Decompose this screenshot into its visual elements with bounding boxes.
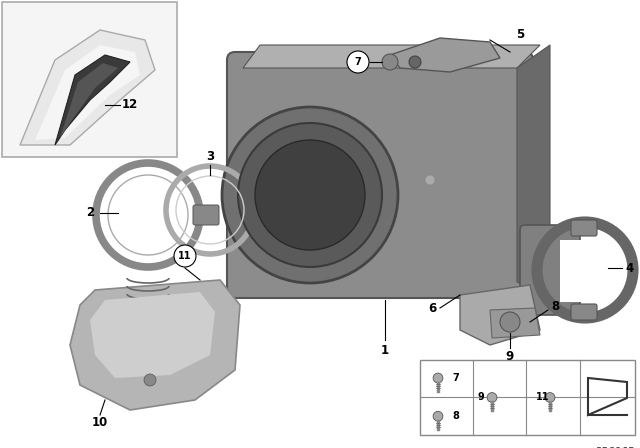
- Circle shape: [174, 245, 196, 267]
- Circle shape: [238, 123, 382, 267]
- Text: 9: 9: [478, 392, 484, 402]
- Polygon shape: [517, 45, 550, 295]
- FancyBboxPatch shape: [520, 225, 580, 315]
- Circle shape: [255, 140, 365, 250]
- FancyBboxPatch shape: [571, 304, 597, 320]
- Circle shape: [144, 374, 156, 386]
- Circle shape: [487, 392, 497, 402]
- Circle shape: [545, 392, 555, 402]
- Text: 9: 9: [506, 349, 514, 362]
- Polygon shape: [55, 55, 130, 145]
- FancyBboxPatch shape: [2, 2, 177, 157]
- Circle shape: [433, 411, 443, 421]
- Text: 4: 4: [626, 262, 634, 275]
- Circle shape: [425, 175, 435, 185]
- Text: 10: 10: [92, 417, 108, 430]
- Text: 8: 8: [551, 300, 559, 313]
- FancyBboxPatch shape: [571, 220, 597, 236]
- FancyBboxPatch shape: [420, 360, 635, 435]
- Text: 7: 7: [452, 373, 459, 383]
- Polygon shape: [390, 38, 500, 72]
- FancyBboxPatch shape: [560, 240, 610, 302]
- Text: 2: 2: [86, 207, 94, 220]
- Circle shape: [347, 51, 369, 73]
- Polygon shape: [490, 308, 540, 338]
- Circle shape: [409, 56, 421, 68]
- FancyBboxPatch shape: [193, 205, 219, 225]
- Circle shape: [500, 312, 520, 332]
- Text: 356965: 356965: [595, 447, 635, 448]
- Polygon shape: [243, 45, 540, 68]
- Text: 12: 12: [122, 99, 138, 112]
- Text: 3: 3: [206, 151, 214, 164]
- Text: 6: 6: [428, 302, 436, 314]
- Circle shape: [382, 54, 398, 70]
- Circle shape: [433, 373, 443, 383]
- Text: 7: 7: [355, 57, 362, 67]
- Text: 8: 8: [452, 411, 459, 421]
- Circle shape: [222, 107, 398, 283]
- Polygon shape: [60, 63, 118, 138]
- Text: 5: 5: [516, 29, 524, 42]
- Polygon shape: [35, 45, 140, 140]
- Polygon shape: [20, 30, 155, 145]
- Polygon shape: [90, 292, 215, 378]
- Polygon shape: [70, 280, 240, 410]
- Text: 11: 11: [536, 392, 550, 402]
- Text: 11: 11: [179, 251, 192, 261]
- FancyBboxPatch shape: [227, 52, 533, 298]
- Polygon shape: [460, 285, 540, 345]
- Text: 1: 1: [381, 344, 389, 357]
